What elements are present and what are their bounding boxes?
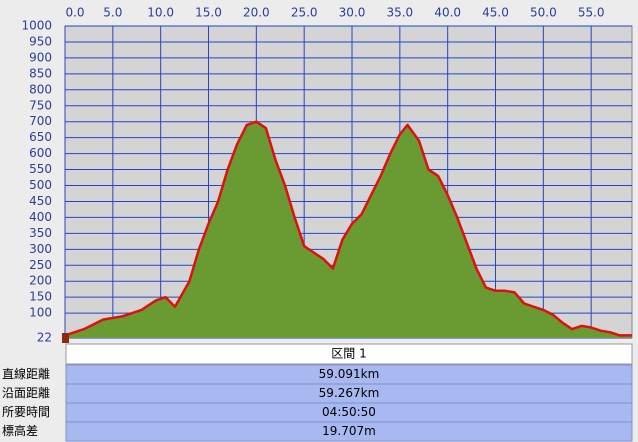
x-tick-label: 35.0	[386, 6, 413, 20]
row-value: 04:50:50	[322, 405, 376, 419]
track-line	[64, 120, 632, 337]
x-tick-label: 25.0	[291, 6, 318, 20]
x-tick-label: 30.0	[339, 6, 366, 20]
y-tick-label: 1000	[21, 19, 52, 33]
row-label: 標高差	[2, 423, 38, 438]
row-value: 59.267km	[319, 386, 380, 400]
y-tick-label: 700	[29, 114, 52, 128]
y-tick-label: 400	[29, 210, 52, 224]
y-tick-label: 900	[29, 50, 52, 64]
row-value: 19.707m	[322, 424, 376, 438]
row-label: 直線距離	[2, 366, 50, 381]
y-tick-label: 450	[29, 194, 52, 208]
value-cell	[65, 421, 633, 442]
y-tick-label: 750	[29, 98, 52, 112]
y-tick-label: 200	[29, 274, 52, 288]
x-tick-label: 5.0	[103, 6, 122, 20]
y-tick-label: 800	[29, 82, 52, 96]
y-tick-label: 550	[29, 162, 52, 176]
start-marker	[62, 333, 69, 343]
y-tick-label: 850	[29, 66, 52, 80]
x-tick-label: 50.0	[530, 6, 557, 20]
y-tick-label: 350	[29, 226, 52, 240]
y-tick-label: 22	[37, 331, 52, 345]
y-tick-label: 500	[29, 178, 52, 192]
y-tick-label: 600	[29, 146, 52, 160]
x-tick-label: 45.0	[482, 6, 509, 20]
row-label: 所要時間	[2, 405, 50, 419]
y-tick-label: 950	[29, 34, 52, 48]
table-header-cell	[65, 343, 633, 365]
row-value: 59.091km	[319, 367, 380, 381]
row-label: 沿面距離	[2, 386, 50, 400]
x-tick-label: 15.0	[195, 6, 222, 20]
y-tick-label: 250	[29, 258, 52, 272]
x-tick-label: 10.0	[147, 6, 174, 20]
y-tick-label: 100	[29, 306, 52, 320]
x-tick-label: 0.0	[65, 6, 84, 20]
x-tick-label: 55.0	[578, 6, 605, 20]
y-tick-label: 150	[29, 290, 52, 304]
table-header: 区間 1	[331, 347, 366, 361]
x-tick-label: 40.0	[434, 6, 461, 20]
y-tick-label: 650	[29, 130, 52, 144]
y-tick-label: 300	[29, 242, 52, 256]
x-tick-label: 20.0	[243, 6, 270, 20]
